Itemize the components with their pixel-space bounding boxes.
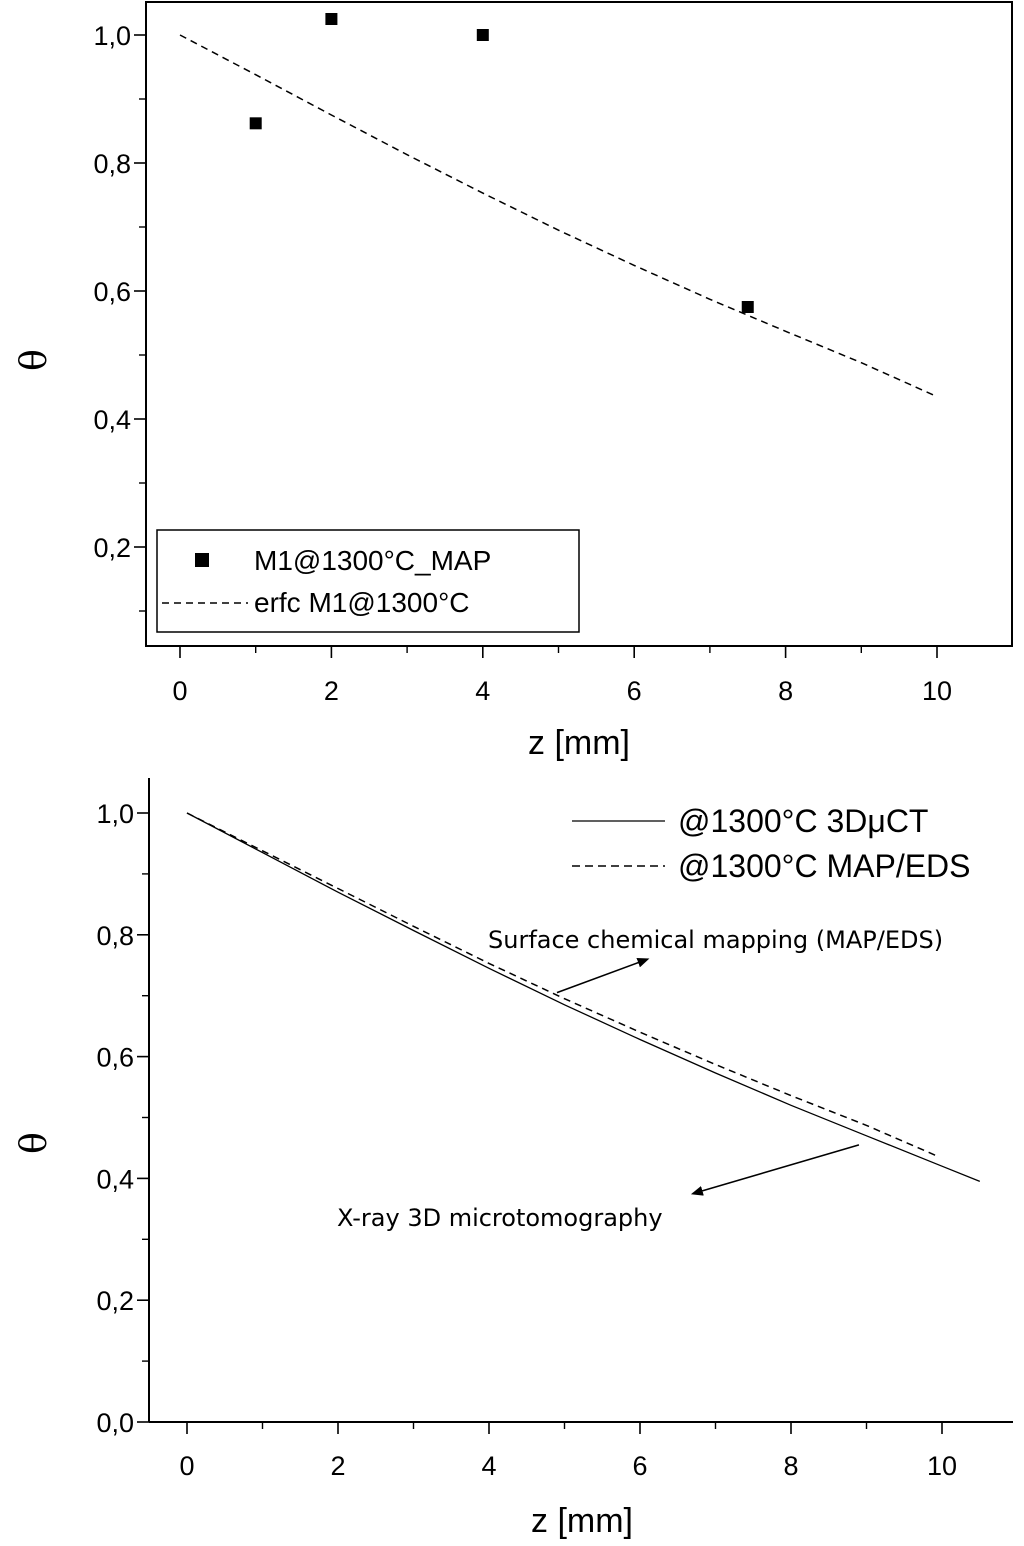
x-tick-label: 8 <box>778 676 793 706</box>
data-point <box>476 29 489 41</box>
x-axis: 0 2 4 6 8 10 <box>172 646 952 706</box>
x-tick-label: 8 <box>783 1451 798 1481</box>
y-axis-title: θ <box>14 349 55 371</box>
legend-label-erfc: erfc M1@1300°C <box>254 587 469 618</box>
y-axis: 0,2 0,4 0,6 0,8 1,0 <box>93 21 146 612</box>
y-tick-label: 1,0 <box>93 21 131 51</box>
legend-label-eds: @1300°C MAP/EDS <box>678 848 971 884</box>
x-tick-label: 4 <box>481 1451 496 1481</box>
y-axis-title: θ <box>14 1132 55 1154</box>
legend-label-map: M1@1300°C_MAP <box>254 545 491 576</box>
x-tick-label: 10 <box>922 676 952 706</box>
legend: M1@1300°C_MAP erfc M1@1300°C <box>156 529 580 633</box>
x-tick-label: 0 <box>179 1451 194 1481</box>
legend-label-ct: @1300°C 3DμCT <box>678 803 928 839</box>
y-tick-label: 0,2 <box>93 533 131 563</box>
x-tick-label: 2 <box>324 676 339 706</box>
plot-area <box>179 13 938 398</box>
data-point <box>741 301 754 313</box>
x-axis: 0 2 4 6 8 10 <box>179 1422 957 1481</box>
legend-marker-square <box>195 553 209 567</box>
x-tick-label: 10 <box>927 1451 957 1481</box>
x-tick-label: 6 <box>632 1451 647 1481</box>
annotations: Surface chemical mapping (MAP/EDS) X-ray… <box>337 926 943 1232</box>
data-point <box>325 13 338 25</box>
x-tick-label: 0 <box>172 676 187 706</box>
chart-top: 0 2 4 6 8 10 0,2 0,4 0,6 0,8 1,0 z [mm] θ M1@1300… <box>14 1 1013 762</box>
y-tick-label: 0,8 <box>93 149 131 179</box>
series-line-1 <box>179 34 938 398</box>
x-tick-label: 4 <box>475 676 490 706</box>
legend-box <box>156 529 580 633</box>
y-axis: 0,0 0,2 0,4 0,6 0,8 1,0 <box>96 799 149 1438</box>
annotation-map-eds: Surface chemical mapping (MAP/EDS) <box>488 926 943 954</box>
x-axis-title: z [mm] <box>528 724 630 762</box>
y-tick-label: 0,4 <box>96 1164 134 1194</box>
legend: @1300°C 3DμCT @1300°C MAP/EDS <box>572 803 971 884</box>
annotation-arrow <box>690 1144 860 1196</box>
y-tick-label: 0,8 <box>96 921 134 951</box>
plot-area <box>186 812 981 1183</box>
annotation-microtomography: X-ray 3D microtomography <box>337 1204 663 1232</box>
y-tick-label: 0,2 <box>96 1286 134 1316</box>
y-tick-label: 1,0 <box>96 799 134 829</box>
annotation-arrow <box>556 957 650 994</box>
y-tick-label: 0,6 <box>93 277 131 307</box>
x-axis-title: z [mm] <box>531 1502 633 1540</box>
x-tick-label: 6 <box>627 676 642 706</box>
y-tick-label: 0,4 <box>93 405 131 435</box>
y-tick-label: 0,0 <box>96 1408 134 1438</box>
y-tick-label: 0,6 <box>96 1043 134 1073</box>
series-line-1 <box>186 812 939 1158</box>
data-point <box>249 117 262 130</box>
series-line-0 <box>186 812 981 1183</box>
x-tick-label: 2 <box>330 1451 345 1481</box>
chart-bottom: 0 2 4 6 8 10 0,0 0,2 0,4 0,6 0,8 1,0 z [mm] θ @130… <box>14 778 1013 1540</box>
plot-frame <box>145 1 1013 647</box>
